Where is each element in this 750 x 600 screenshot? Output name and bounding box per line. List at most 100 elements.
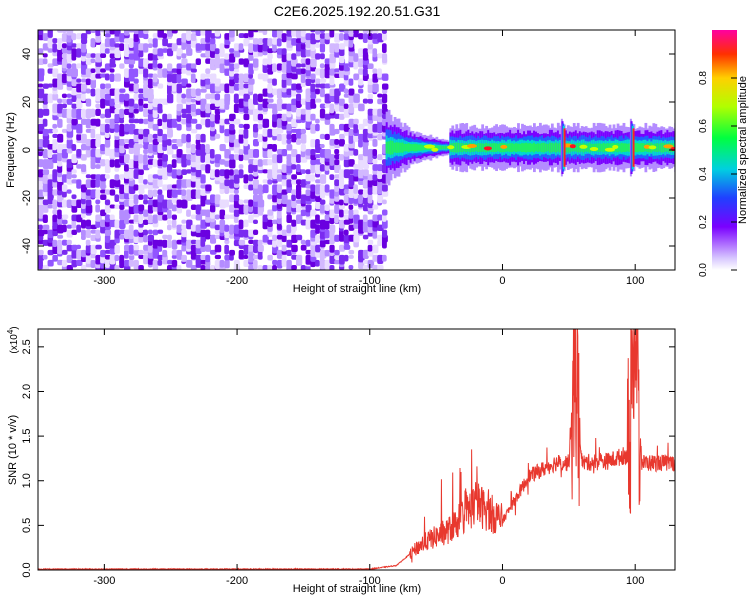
- spectrogram-cell: [305, 33, 312, 41]
- spectrogram-cell: [42, 103, 48, 110]
- spectrogram-cell: [138, 249, 144, 256]
- spectrogram-cell: [104, 204, 111, 214]
- spectrogram-cell: [100, 189, 107, 194]
- spectrogram-cell: [319, 204, 325, 214]
- spectrogram-cell: [85, 123, 92, 129]
- spectrogram-cell: [190, 88, 197, 98]
- spectrogram-cell: [104, 254, 111, 260]
- spectrogram-cell: [295, 234, 303, 241]
- spectrogram-cell: [66, 239, 72, 245]
- spectrogram-cell: [291, 219, 297, 227]
- spectrogram-cell: [52, 254, 58, 262]
- spectrogram-cell: [252, 229, 259, 235]
- spectrogram-cell: [286, 239, 293, 248]
- spectrogram-cell: [80, 78, 87, 83]
- spectrogram-cell: [281, 254, 287, 264]
- spectrogram-cell: [300, 239, 306, 245]
- spectrogram-cell: [281, 48, 287, 55]
- spectrogram-cell: [286, 103, 293, 112]
- spectrogram-cell: [157, 103, 163, 114]
- spectrogram-cell: [90, 128, 96, 139]
- spectrogram-cell: [367, 33, 373, 40]
- spectrogram-cell: [262, 128, 269, 137]
- spectrogram-cell: [57, 48, 64, 57]
- spectrogram-cell: [95, 108, 101, 117]
- spectrogram-cell: [100, 43, 107, 54]
- spectrogram-cell: [377, 254, 384, 264]
- spectrogram-cell: [372, 214, 379, 222]
- spectrogram-cell: [310, 123, 316, 134]
- spectrogram-cell: [338, 43, 346, 50]
- spectrogram-cell: [52, 133, 59, 138]
- spectrogram-cell: [295, 164, 301, 173]
- spectrogram-cell: [229, 53, 236, 63]
- spectrogram-cell: [310, 113, 316, 121]
- spectrogram-cell: [128, 159, 135, 169]
- spectrogram-x-ticks: -300 -200 -100 0 100: [93, 30, 644, 287]
- spectrogram-band-cell: [421, 144, 425, 151]
- spectrogram-cell: [372, 254, 379, 262]
- spectrogram-cell: [362, 68, 368, 77]
- spectrogram-cell: [190, 224, 197, 232]
- spectrogram-cell: [66, 138, 73, 149]
- x-tick-label: -100: [359, 275, 381, 287]
- y-tick-label: 1.5: [21, 428, 33, 443]
- colorbar-tick-label: 0.2: [698, 215, 709, 229]
- spectrogram-cell: [257, 194, 263, 204]
- spectrogram-cell: [252, 108, 259, 118]
- spectrogram-cell: [367, 30, 374, 33]
- spectrogram-cell: [267, 53, 273, 60]
- spectrogram-cell: [138, 128, 144, 135]
- spectrogram-cell: [338, 229, 344, 239]
- spectrogram-cell: [195, 214, 203, 221]
- spectrogram-cell: [372, 179, 379, 187]
- spectrogram-cell: [310, 93, 317, 100]
- spectrogram-cell: [377, 68, 382, 78]
- spectrogram-cell: [238, 164, 244, 169]
- spectrogram-band-cell: [497, 143, 500, 152]
- spectrogram-cell: [367, 194, 373, 204]
- spectrogram-cell: [186, 113, 192, 124]
- spectrogram-cell: [229, 30, 235, 38]
- spectrogram-cell: [138, 144, 144, 149]
- spectrogram-cell: [195, 43, 201, 51]
- spectrogram-cell: [267, 68, 274, 75]
- spectrogram-cell: [276, 38, 282, 47]
- spectrogram-cell: [38, 30, 44, 35]
- spectrogram-cell: [348, 78, 354, 86]
- spectrogram-cell: [162, 113, 168, 123]
- spectrogram-cell: [152, 189, 158, 197]
- spectrogram-cell: [243, 244, 250, 251]
- spectrogram-cell: [372, 149, 378, 156]
- colorbar-tick-label: 0.4: [698, 167, 709, 181]
- spectrogram-cell: [353, 30, 359, 35]
- spectrogram-cell: [90, 179, 96, 188]
- spectrogram-cell: [305, 58, 311, 65]
- spectrogram-cell: [252, 164, 258, 172]
- spectrogram-cell: [80, 63, 88, 73]
- spectrogram-cell: [362, 118, 368, 127]
- spectrogram-cell: [348, 224, 355, 231]
- spectrogram-cell: [147, 144, 154, 154]
- x-tick-label: -300: [93, 575, 115, 587]
- spectrogram-cell: [47, 159, 54, 170]
- spectrogram-cell: [281, 113, 288, 122]
- spectrogram-cell: [166, 30, 174, 37]
- spectrogram-cell: [367, 108, 374, 116]
- spectrogram-cell: [90, 174, 97, 179]
- spectrogram-cell: [348, 149, 354, 156]
- spectrogram-cell: [310, 209, 317, 217]
- spectrogram-cell: [248, 184, 254, 191]
- spectrogram-cell: [138, 204, 145, 212]
- spectrogram-cell: [85, 78, 91, 86]
- spectrogram-cell: [229, 48, 235, 53]
- spectrogram-cell: [133, 204, 140, 214]
- spectrogram-cell: [61, 43, 67, 49]
- spectrogram-cell: [152, 214, 158, 224]
- spectrogram-cell: [305, 68, 311, 77]
- spectrogram-cell: [219, 174, 225, 183]
- spectrogram-cell: [52, 113, 59, 121]
- y-tick-label: 20: [21, 96, 33, 108]
- spectrogram-cell: [195, 204, 202, 215]
- x-tick-label: 0: [499, 275, 505, 287]
